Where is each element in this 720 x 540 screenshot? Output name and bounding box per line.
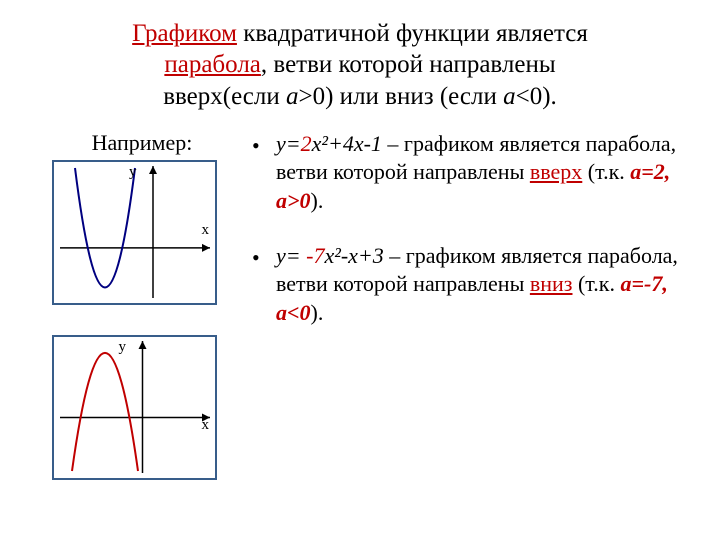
title-cond1-var: a xyxy=(286,83,299,110)
chart2-y-label: y xyxy=(119,339,127,356)
title-cond2-var: a xyxy=(503,83,516,110)
chart-downward-parabola: y x xyxy=(52,335,217,480)
chart1-svg xyxy=(60,166,210,298)
chart2-x-label: x xyxy=(202,417,210,434)
bullet-dot-2: • xyxy=(252,242,276,328)
bullet-item-2: • y= -7x²-x+3 – графиком является парабо… xyxy=(252,242,690,328)
chart1-x-label: x xyxy=(202,222,210,239)
page-title: Графиком квадратичной функции является п… xyxy=(40,18,680,112)
chart1-y-label: y xyxy=(129,164,137,181)
bullet-text-2: y= -7x²-x+3 – графиком является парабола… xyxy=(276,242,690,328)
title-word-1: Графиком xyxy=(132,20,237,47)
bullet-dot-1: • xyxy=(252,130,276,216)
title-word-2: парабола xyxy=(164,51,261,78)
bullet-text-1: y=2x²+4x-1 – графиком является парабола,… xyxy=(276,130,690,216)
chart2-svg xyxy=(60,341,210,473)
bullet-item-1: • y=2x²+4x-1 – графиком является парабол… xyxy=(252,130,690,216)
example-label: Например: xyxy=(44,130,240,156)
chart-upward-parabola: y x xyxy=(52,160,217,305)
